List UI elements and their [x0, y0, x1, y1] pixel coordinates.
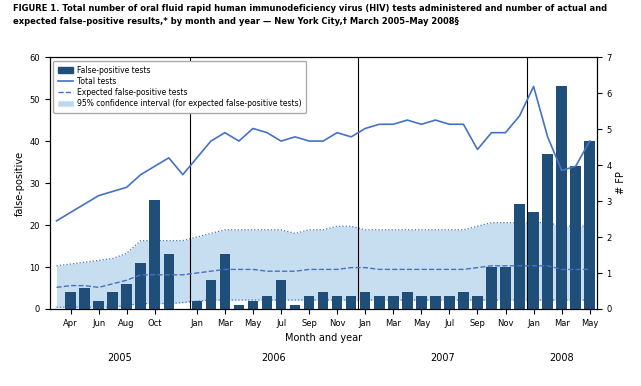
Legend: False-positive tests, Total tests, Expected false-positive tests, 95% confidence: False-positive tests, Total tests, Expec…: [53, 61, 306, 113]
Bar: [121, 284, 132, 309]
Bar: [290, 305, 301, 309]
Bar: [585, 141, 595, 309]
Bar: [276, 279, 287, 309]
Bar: [65, 292, 76, 309]
Bar: [149, 200, 160, 309]
Bar: [108, 292, 118, 309]
Bar: [542, 154, 553, 309]
Bar: [262, 296, 272, 309]
Bar: [220, 254, 230, 309]
Bar: [247, 301, 258, 309]
Text: 2005: 2005: [107, 353, 132, 363]
Bar: [388, 296, 399, 309]
Bar: [360, 292, 370, 309]
Bar: [318, 292, 328, 309]
Bar: [346, 296, 356, 309]
Bar: [500, 267, 511, 309]
Bar: [556, 86, 567, 309]
Bar: [206, 279, 216, 309]
Bar: [458, 292, 469, 309]
Bar: [416, 296, 427, 309]
Bar: [234, 305, 244, 309]
Text: 2006: 2006: [262, 353, 287, 363]
Bar: [430, 296, 440, 309]
Bar: [487, 267, 497, 309]
Bar: [79, 288, 90, 309]
Bar: [374, 296, 385, 309]
Bar: [528, 212, 539, 309]
Bar: [332, 296, 342, 309]
Bar: [472, 296, 483, 309]
Bar: [163, 254, 174, 309]
Text: FIGURE 1. Total number of oral fluid rapid human immunodeficiency virus (HIV) te: FIGURE 1. Total number of oral fluid rap…: [13, 4, 607, 13]
Y-axis label: false-positive: false-positive: [15, 151, 25, 216]
Text: 2007: 2007: [430, 353, 454, 363]
Bar: [94, 301, 104, 309]
Bar: [135, 263, 146, 309]
Y-axis label: # FP: # FP: [616, 172, 626, 195]
Bar: [304, 296, 314, 309]
Bar: [402, 292, 413, 309]
Bar: [570, 166, 581, 309]
Bar: [514, 204, 525, 309]
Bar: [444, 296, 454, 309]
X-axis label: Month and year: Month and year: [285, 333, 362, 343]
Bar: [192, 301, 202, 309]
Text: expected false-positive results,* by month and year — New York City,† March 2005: expected false-positive results,* by mon…: [13, 17, 459, 26]
Text: 2008: 2008: [549, 353, 574, 363]
